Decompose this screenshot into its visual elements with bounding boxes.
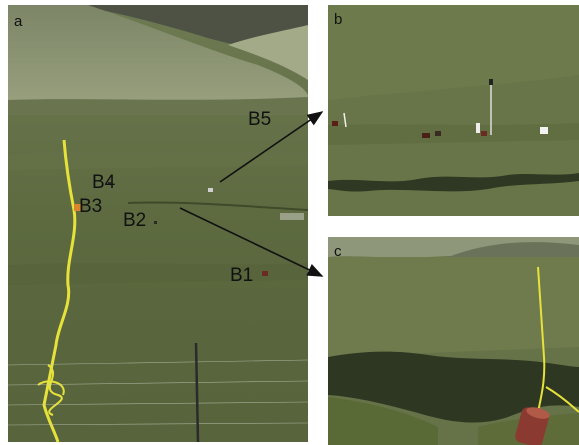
orange-marker <box>74 204 82 211</box>
field-scene-b <box>328 5 579 216</box>
photo-panel-b: b <box>328 5 579 216</box>
plot-label-b4: B4 <box>92 172 116 193</box>
plot-label-b5: B5 <box>248 109 272 130</box>
trench <box>328 173 579 192</box>
panel-letter-b: b <box>334 11 343 28</box>
panel-letter-c: c <box>334 243 342 260</box>
plot-label-b3: B3 <box>79 196 103 217</box>
b1-marker <box>262 271 268 276</box>
field-scene-c <box>328 237 579 445</box>
yellow-cable <box>42 139 77 442</box>
panel-letter-a: a <box>14 13 23 30</box>
photo-panel-a: a B5 B4 B3 B2 B1 <box>8 5 308 442</box>
plot-label-b2: B2 <box>123 210 147 231</box>
white-sign <box>540 127 548 134</box>
fence-post <box>194 342 200 442</box>
hillside <box>8 5 308 105</box>
photo-panel-c: c <box>328 237 579 445</box>
field-scene-a <box>8 5 308 442</box>
erosion-gully <box>328 351 579 423</box>
plot-label-b1: B1 <box>230 265 254 286</box>
